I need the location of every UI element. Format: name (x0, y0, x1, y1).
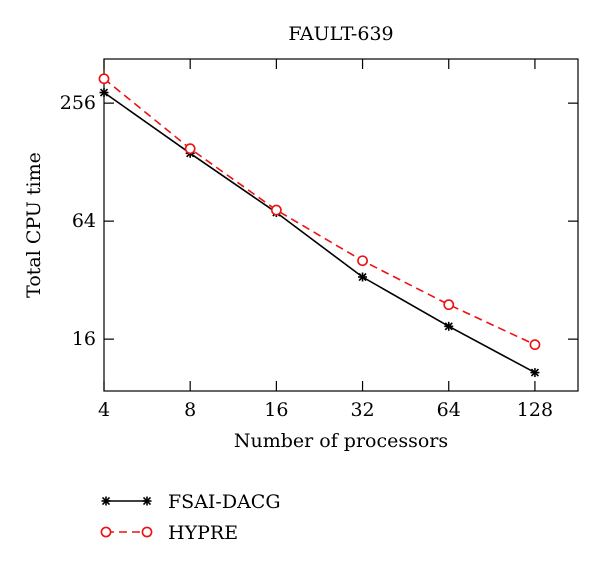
data-point-hypre (443, 299, 455, 311)
y-tick-label: 256 (60, 92, 96, 114)
x-axis: 4 8 16 32 64 128 (98, 59, 553, 421)
legend-marker-hypre (100, 526, 112, 538)
data-point-fsai-dacg (358, 272, 368, 282)
plot-frame (103, 58, 579, 392)
series-layer (98, 73, 541, 378)
data-point-hypre (184, 143, 196, 155)
x-tick-label: 16 (264, 399, 288, 421)
y-tick-label: 64 (72, 210, 96, 232)
y-tick-label: 16 (72, 328, 96, 350)
legend-marker-hypre (141, 526, 153, 538)
chart-title: FAULT-639 (288, 23, 393, 45)
data-point-hypre (357, 255, 368, 267)
data-point-fsai-dacg (444, 321, 454, 331)
legend: FSAI-DACG HYPRE (100, 491, 281, 544)
x-tick-label: 4 (98, 399, 110, 421)
x-axis-label: Number of processors (234, 430, 448, 452)
data-point-hypre (98, 73, 110, 85)
x-tick-label: 128 (517, 399, 553, 421)
data-point-fsai-dacg (99, 88, 109, 98)
legend-marker-fsai-dacg (101, 496, 111, 506)
y-axis-label: Total CPU time (23, 152, 45, 298)
x-tick-label: 8 (184, 399, 196, 421)
data-point-hypre (270, 204, 282, 216)
legend-marker-fsai-dacg (142, 496, 152, 506)
x-tick-label: 64 (437, 399, 461, 421)
y-axis: 16 64 256 (60, 92, 578, 350)
data-point-hypre (529, 339, 541, 351)
x-tick-label: 32 (350, 399, 374, 421)
series-line-hypre (103, 78, 536, 346)
data-point-fsai-dacg (530, 368, 540, 378)
legend-label-hypre: HYPRE (168, 522, 238, 544)
series-line-fsai-dacg (103, 91, 536, 374)
legend-label-fsai-dacg: FSAI-DACG (168, 491, 281, 513)
